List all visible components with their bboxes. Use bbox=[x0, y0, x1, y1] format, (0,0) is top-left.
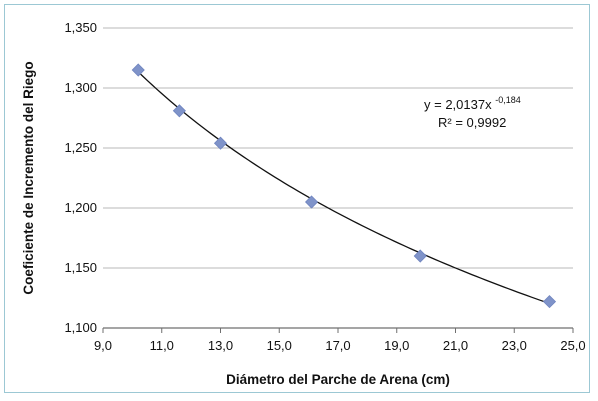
y-tick-label: 1,200 bbox=[64, 200, 97, 215]
x-tick-label: 11,0 bbox=[150, 338, 174, 353]
trendline-equation-base: y = 2,0137x bbox=[424, 97, 492, 112]
y-tick-label: 1,150 bbox=[64, 260, 97, 275]
x-tick-label: 23,0 bbox=[502, 338, 527, 353]
y-axis-title: Coeficiente de Incremento del Riego bbox=[21, 61, 36, 294]
y-tick-label: 1,250 bbox=[64, 140, 97, 155]
data-point-diamond bbox=[172, 104, 186, 118]
data-point-diamond bbox=[213, 136, 228, 150]
data-point-diamond bbox=[131, 63, 145, 77]
axis-layer bbox=[102, 328, 574, 333]
x-tick-label: 9,0 bbox=[94, 338, 112, 353]
y-tick-label: 1,100 bbox=[64, 320, 97, 335]
data-point-diamond bbox=[413, 249, 427, 263]
x-axis-title: Diámetro del Parche de Arena (cm) bbox=[226, 372, 450, 387]
y-tick-label: 1,300 bbox=[64, 80, 97, 95]
y-tick-label: 1,350 bbox=[64, 20, 97, 35]
power-trendline bbox=[137, 71, 550, 305]
chart-frame bbox=[4, 4, 590, 393]
trendline-r-squared: R² = 0,9992 bbox=[438, 115, 506, 130]
x-tick-label: 15,0 bbox=[267, 338, 292, 353]
point-layer bbox=[131, 63, 557, 309]
trendline-equation: y = 2,0137x -0,184 bbox=[424, 95, 521, 112]
data-point-diamond bbox=[304, 195, 319, 209]
x-tick-label: 25,0 bbox=[560, 338, 585, 353]
grid-layer bbox=[103, 27, 573, 329]
data-point-diamond bbox=[542, 295, 557, 309]
label-layer: 1,100 1,150 1,200 1,250 1,300 1,350 9,0 11,0 13,… bbox=[64, 20, 585, 353]
x-tick-label: 19,0 bbox=[384, 338, 409, 353]
trend-layer bbox=[137, 71, 550, 305]
x-tick-label: 13,0 bbox=[208, 338, 233, 353]
trendline-equation-exponent: -0,184 bbox=[495, 95, 521, 105]
x-tick-label: 21,0 bbox=[443, 338, 468, 353]
x-tick-label: 17,0 bbox=[325, 338, 350, 353]
